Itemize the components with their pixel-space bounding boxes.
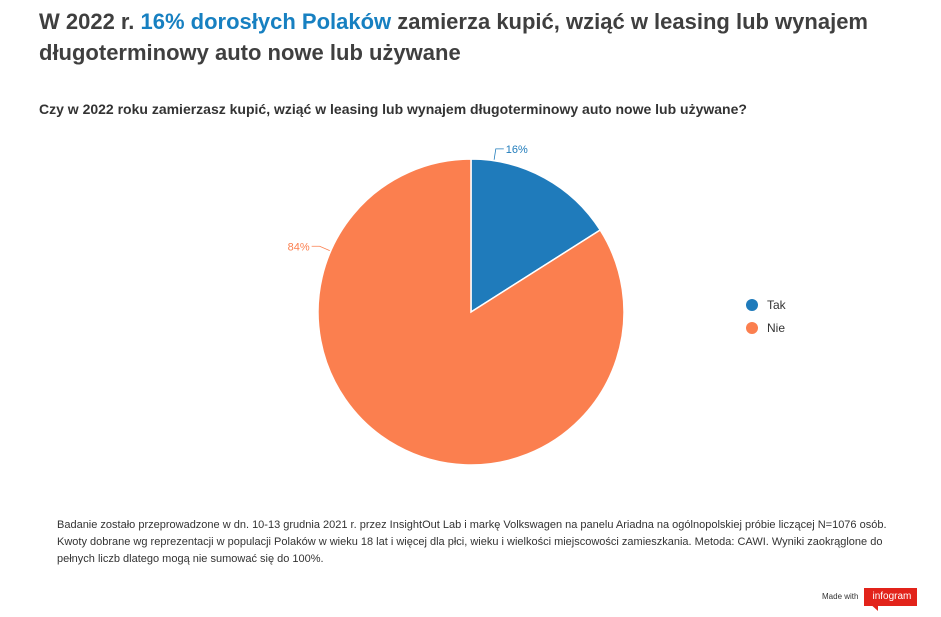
legend-item-nie[interactable]: Nie [746,316,786,339]
made-with-badge[interactable]: Made with infogram [822,587,918,606]
title-line2: długoterminowy auto nowe lub używane [39,40,461,65]
chart-question: Czy w 2022 roku zamierzasz kupić, wziąć … [39,101,747,117]
data-label-tak: 16% [506,144,528,156]
legend-label-tak: Tak [767,297,786,312]
data-label-nie: 84% [288,241,310,253]
title-suffix: zamierza kupić, wziąć w leasing lub wyna… [391,9,868,34]
pie-slice-nie[interactable] [317,158,625,466]
methodology-footnote: Badanie zostało przeprowadzone w dn. 10-… [57,519,887,565]
page-title: W 2022 r. 16% dorosłych Polaków zamierza… [39,6,899,68]
legend-swatch-nie [746,321,758,334]
infogram-logo-tail [868,602,878,611]
legend-label-nie: Nie [767,320,786,335]
legend-swatch-tak [746,298,758,311]
title-accent: 16% dorosłych Polaków [140,9,392,34]
legend-item-tak[interactable]: Tak [746,293,786,316]
infogram-logo[interactable]: infogram [864,588,918,606]
leader-line-tak [493,148,504,160]
leader-line-nie [311,245,330,252]
made-with-text: Made with [822,591,859,601]
chart-legend: Tak Nie [746,293,786,339]
title-prefix: W 2022 r. [39,9,141,34]
pie-slice-tak[interactable] [470,158,602,314]
